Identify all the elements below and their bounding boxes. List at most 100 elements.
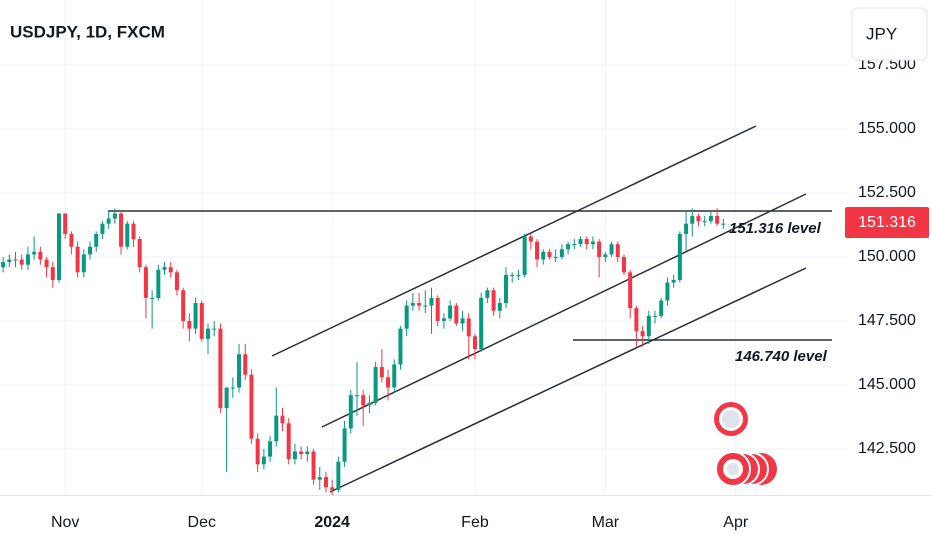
x-tick-label: Mar xyxy=(592,514,620,531)
candle-body xyxy=(392,364,397,388)
candle-body xyxy=(7,259,12,263)
candle-body xyxy=(590,241,595,245)
candle-body xyxy=(125,223,130,247)
candle-body xyxy=(348,395,353,429)
candle-body xyxy=(56,213,61,281)
candle-body xyxy=(448,305,453,319)
candle-body xyxy=(32,251,37,255)
channel-middle xyxy=(321,193,807,428)
candle-body xyxy=(143,267,148,298)
candle-body xyxy=(628,272,633,309)
candle-body xyxy=(88,246,93,255)
candle-body xyxy=(671,280,676,283)
candle-body xyxy=(535,241,540,260)
candle-body xyxy=(404,305,409,329)
candle-body xyxy=(497,303,502,311)
candle-body xyxy=(354,395,359,397)
x-tick-label: Apr xyxy=(723,514,749,531)
candle-body xyxy=(460,318,465,324)
candle-body xyxy=(634,308,639,332)
y-tick-label: 147.500 xyxy=(858,312,916,329)
candle-body xyxy=(441,318,446,321)
candle-body xyxy=(212,328,217,330)
candle-body xyxy=(81,254,86,273)
candle-body xyxy=(25,254,30,265)
candle-body xyxy=(454,305,459,324)
candle-body xyxy=(311,451,316,480)
currency-button-label[interactable]: JPY xyxy=(866,24,897,43)
candle-body xyxy=(1,262,6,268)
candle-body xyxy=(510,274,515,276)
candle-body xyxy=(44,259,49,268)
candle-body xyxy=(181,290,186,321)
y-tick-label: 145.000 xyxy=(858,376,916,393)
candle-body xyxy=(646,315,651,337)
annotation: 151.316 level xyxy=(729,220,822,237)
candle-body xyxy=(417,303,422,306)
candle-body xyxy=(640,331,645,337)
candle-body xyxy=(522,236,527,275)
candle-body xyxy=(677,233,682,281)
candle-body xyxy=(659,300,664,316)
candle-body xyxy=(429,297,434,306)
candle-body xyxy=(410,303,415,306)
candle-body xyxy=(398,328,403,365)
candle-body xyxy=(63,213,68,234)
candle-body xyxy=(696,216,701,222)
candle-body xyxy=(224,387,229,408)
candle-body xyxy=(168,267,173,273)
candle-body xyxy=(621,256,626,273)
candle-body xyxy=(112,213,117,219)
candle-body xyxy=(702,221,707,223)
candle-body xyxy=(75,246,80,273)
candle-body xyxy=(504,274,509,304)
candle-body xyxy=(684,223,689,234)
candle-body xyxy=(100,223,105,234)
candle-body xyxy=(299,451,304,455)
event-icon xyxy=(727,463,739,475)
candle-body xyxy=(528,236,533,242)
axes: 157.500155.000152.500150.000147.500145.0… xyxy=(51,56,916,531)
candle-body xyxy=(317,477,322,480)
candle-body xyxy=(255,438,260,465)
candle-body xyxy=(603,254,608,257)
candle-body xyxy=(386,377,391,388)
candles xyxy=(1,208,726,495)
candle-body xyxy=(597,241,602,257)
candle-body xyxy=(280,415,285,424)
candle-body xyxy=(237,354,242,388)
candle-body xyxy=(479,297,484,350)
candle-body xyxy=(721,223,726,225)
candle-body xyxy=(566,244,571,250)
candle-body xyxy=(249,374,254,439)
drawings xyxy=(108,125,832,493)
currency-button[interactable] xyxy=(851,7,928,61)
candle-body xyxy=(69,233,74,247)
candle-body xyxy=(336,461,341,490)
candle-body xyxy=(156,269,161,298)
candle-body xyxy=(19,259,24,265)
candle-body xyxy=(50,267,55,281)
candle-body xyxy=(230,387,235,389)
channel-top xyxy=(271,125,757,357)
last-price-label: 151.316 xyxy=(858,214,916,231)
candle-body xyxy=(547,251,552,257)
candle-body xyxy=(708,216,713,222)
candle-body xyxy=(609,244,614,255)
candle-body xyxy=(553,256,558,258)
candle-body xyxy=(472,336,477,350)
candle-body xyxy=(423,305,428,307)
candle-body xyxy=(187,320,192,329)
candle-body xyxy=(150,297,155,299)
candle-body xyxy=(342,428,347,462)
candle-body xyxy=(491,290,496,311)
candle-body xyxy=(94,233,99,247)
candle-body xyxy=(193,303,198,329)
candle-body xyxy=(106,218,111,224)
candle-body xyxy=(205,328,210,339)
event-icon xyxy=(722,410,740,428)
candle-body xyxy=(578,239,583,245)
last-price-box xyxy=(845,207,929,238)
channel-bottom xyxy=(329,267,807,493)
candle-body xyxy=(541,251,546,260)
